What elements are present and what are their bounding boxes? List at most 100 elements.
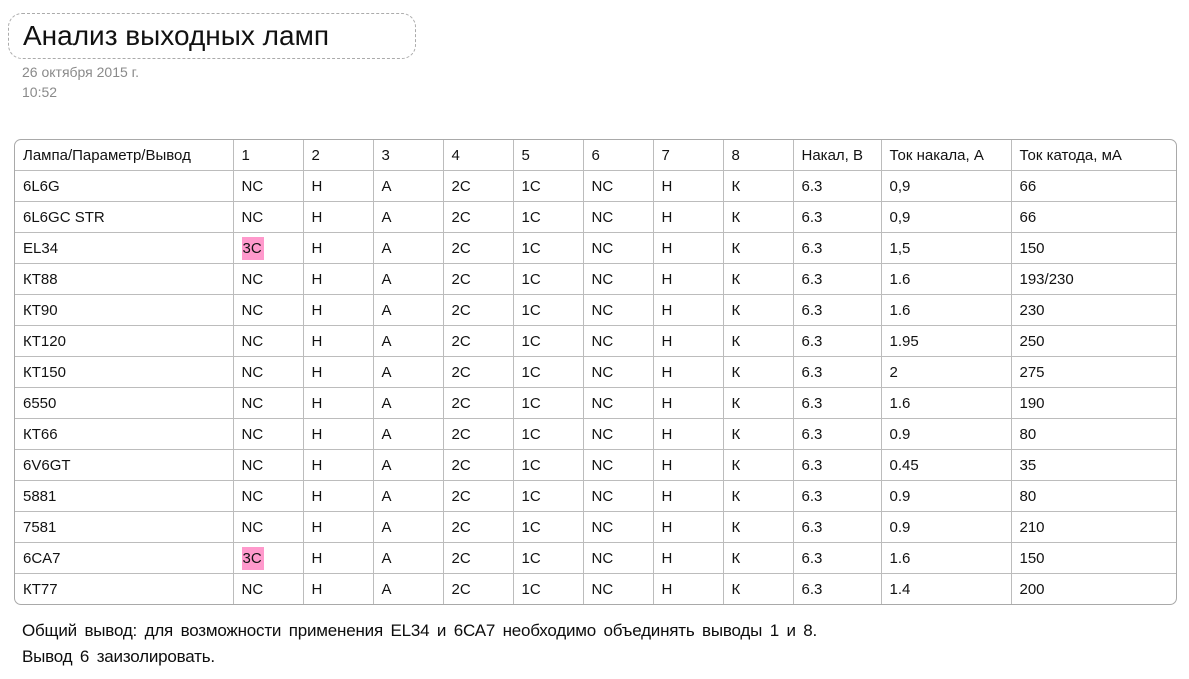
table-cell[interactable]: 6.3 (793, 294, 882, 326)
table-cell[interactable]: Н (653, 356, 724, 388)
table-cell[interactable]: Н (653, 573, 724, 604)
table-cell[interactable]: 6.3 (793, 480, 882, 512)
lamp-name-cell[interactable]: КТ120 (15, 325, 234, 357)
table-cell[interactable]: 6.3 (793, 542, 882, 574)
table-cell[interactable]: Н (653, 387, 724, 419)
table-cell[interactable]: 0.9 (881, 418, 1012, 450)
table-cell[interactable]: 2С (443, 387, 514, 419)
table-cell[interactable]: Н (303, 170, 374, 202)
table-cell[interactable]: 66 (1011, 170, 1176, 202)
conclusion-line-2[interactable]: Вывод 6 заизолировать. (22, 647, 215, 666)
table-cell[interactable]: 2С (443, 480, 514, 512)
table-cell[interactable]: NC (233, 511, 304, 543)
table-cell[interactable]: К (723, 542, 794, 574)
table-cell[interactable]: NC (583, 294, 654, 326)
table-cell[interactable]: Н (653, 418, 724, 450)
table-cell[interactable]: 1С (513, 263, 584, 295)
table-cell[interactable]: Н (303, 201, 374, 233)
table-cell[interactable]: 2С (443, 573, 514, 604)
table-cell[interactable]: NC (583, 480, 654, 512)
table-cell[interactable]: 2С (443, 542, 514, 574)
table-cell[interactable]: 1,5 (881, 232, 1012, 264)
table-cell[interactable]: А (373, 356, 444, 388)
table-cell[interactable]: 6.3 (793, 201, 882, 233)
lamp-name-cell[interactable]: EL34 (15, 232, 234, 264)
table-cell[interactable]: 2С (443, 325, 514, 357)
table-cell[interactable]: К (723, 325, 794, 357)
table-cell[interactable]: NC (583, 232, 654, 264)
lamp-name-cell[interactable]: 5881 (15, 480, 234, 512)
table-cell[interactable]: Н (653, 511, 724, 543)
page-title[interactable]: Анализ выходных ламп (23, 20, 329, 51)
table-cell[interactable]: Н (653, 480, 724, 512)
table-cell[interactable]: 1.95 (881, 325, 1012, 357)
table-cell[interactable]: 3С (233, 542, 304, 574)
column-header-cathode-current[interactable]: Ток катода, мА (1011, 140, 1176, 171)
table-cell[interactable]: 190 (1011, 387, 1176, 419)
table-cell[interactable]: Н (653, 232, 724, 264)
table-cell[interactable]: Н (653, 449, 724, 481)
table-cell[interactable]: NC (583, 201, 654, 233)
table-cell[interactable]: К (723, 263, 794, 295)
table-cell[interactable]: 1С (513, 356, 584, 388)
table-cell[interactable]: NC (233, 294, 304, 326)
lamp-name-cell[interactable]: 6L6G (15, 170, 234, 202)
table-cell[interactable]: 2 (881, 356, 1012, 388)
lamp-name-cell[interactable]: 6CA7 (15, 542, 234, 574)
table-cell[interactable]: А (373, 232, 444, 264)
table-cell[interactable]: К (723, 418, 794, 450)
table-cell[interactable]: 1.6 (881, 387, 1012, 419)
table-cell[interactable]: 275 (1011, 356, 1176, 388)
table-cell[interactable]: Н (653, 263, 724, 295)
table-cell[interactable]: К (723, 387, 794, 419)
table-cell[interactable]: 150 (1011, 232, 1176, 264)
table-cell[interactable]: 1С (513, 325, 584, 357)
table-cell[interactable]: К (723, 480, 794, 512)
table-cell[interactable]: 1С (513, 294, 584, 326)
table-cell[interactable]: 1С (513, 232, 584, 264)
table-cell[interactable]: 6.3 (793, 170, 882, 202)
table-cell[interactable]: 6.3 (793, 387, 882, 419)
table-cell[interactable]: К (723, 573, 794, 604)
lamp-name-cell[interactable]: КТ90 (15, 294, 234, 326)
table-cell[interactable]: 2С (443, 449, 514, 481)
table-cell[interactable]: 0,9 (881, 201, 1012, 233)
table-cell[interactable]: Н (303, 294, 374, 326)
table-cell[interactable]: 0.9 (881, 480, 1012, 512)
table-cell[interactable]: 2С (443, 263, 514, 295)
table-cell[interactable]: 1С (513, 170, 584, 202)
table-cell[interactable]: 1.6 (881, 263, 1012, 295)
column-header-pin-2[interactable]: 2 (303, 140, 374, 171)
table-cell[interactable]: NC (583, 263, 654, 295)
table-cell[interactable]: Н (653, 170, 724, 202)
table-cell[interactable]: А (373, 573, 444, 604)
table-cell[interactable]: 1С (513, 573, 584, 604)
table-cell[interactable]: Н (653, 201, 724, 233)
lamp-name-cell[interactable]: КТ88 (15, 263, 234, 295)
table-cell[interactable]: Н (653, 542, 724, 574)
table-cell[interactable]: NC (583, 387, 654, 419)
table-cell[interactable]: Н (303, 542, 374, 574)
table-cell[interactable]: 230 (1011, 294, 1176, 326)
table-cell[interactable]: А (373, 511, 444, 543)
table-cell[interactable]: А (373, 449, 444, 481)
table-cell[interactable]: 6.3 (793, 263, 882, 295)
table-cell[interactable]: NC (233, 356, 304, 388)
table-cell[interactable]: NC (583, 573, 654, 604)
table-cell[interactable]: К (723, 356, 794, 388)
lamp-name-cell[interactable]: 7581 (15, 511, 234, 543)
table-cell[interactable]: Н (303, 387, 374, 419)
table-cell[interactable]: Н (303, 325, 374, 357)
lamp-name-cell[interactable]: 6V6GT (15, 449, 234, 481)
table-cell[interactable]: А (373, 263, 444, 295)
table-cell[interactable]: NC (233, 480, 304, 512)
table-cell[interactable]: К (723, 232, 794, 264)
table-cell[interactable]: К (723, 201, 794, 233)
lamp-name-cell[interactable]: КТ150 (15, 356, 234, 388)
table-cell[interactable]: А (373, 170, 444, 202)
table-cell[interactable]: 6.3 (793, 325, 882, 357)
column-header-pin-3[interactable]: 3 (373, 140, 444, 171)
table-cell[interactable]: NC (583, 325, 654, 357)
table-cell[interactable]: NC (233, 325, 304, 357)
table-cell[interactable]: А (373, 480, 444, 512)
